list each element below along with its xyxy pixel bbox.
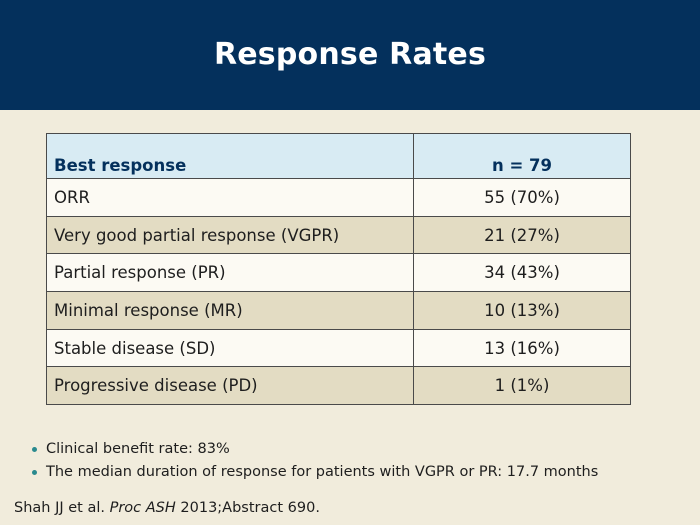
citation-details: 2013;Abstract 690. [180, 500, 320, 516]
table-row: Progressive disease (PD) 1 (1%) [46, 366, 631, 406]
bullet-dot-icon [32, 447, 37, 452]
bullet-list: Clinical benefit rate: 83% The median du… [32, 438, 598, 484]
row-label: Very good partial response (VGPR) [46, 215, 414, 255]
column-header-n: n = 79 [413, 133, 631, 179]
column-header-best-response: Best response [46, 133, 414, 179]
response-table: Best response n = 79 ORR 55 (70%) Very g… [46, 133, 631, 406]
citation-authors: Shah JJ et al. [14, 500, 105, 516]
bullet-dot-icon [32, 470, 37, 475]
row-value: 13 (16%) [413, 328, 631, 368]
bullet-text: The median duration of response for pati… [46, 464, 599, 480]
row-value: 55 (70%) [413, 178, 631, 217]
slide-title: Response Rates [213, 36, 487, 72]
row-label: Stable disease (SD) [46, 328, 414, 368]
row-label: ORR [46, 178, 414, 217]
title-bar: Response Rates [0, 0, 700, 110]
row-label: Partial response (PR) [46, 253, 414, 293]
list-item: Clinical benefit rate: 83% [32, 438, 598, 461]
table-row: Minimal response (MR) 10 (13%) [46, 291, 631, 330]
row-label: Progressive disease (PD) [46, 366, 414, 406]
citation: Shah JJ et al. Proc ASH 2013;Abstract 69… [14, 500, 320, 516]
row-value: 21 (27%) [413, 215, 631, 255]
list-item: The median duration of response for pati… [32, 461, 598, 484]
table-row: Very good partial response (VGPR) 21 (27… [46, 215, 631, 255]
table-header-row: Best response n = 79 [46, 133, 631, 179]
bullet-text: Clinical benefit rate: 83% [46, 441, 230, 457]
row-value: 10 (13%) [413, 291, 631, 330]
row-value: 34 (43%) [413, 253, 631, 293]
table-row: Stable disease (SD) 13 (16%) [46, 328, 631, 368]
citation-journal: Proc ASH [109, 500, 176, 516]
row-value: 1 (1%) [413, 366, 631, 406]
table-row: ORR 55 (70%) [46, 178, 631, 217]
table-row: Partial response (PR) 34 (43%) [46, 253, 631, 293]
row-label: Minimal response (MR) [46, 291, 414, 330]
